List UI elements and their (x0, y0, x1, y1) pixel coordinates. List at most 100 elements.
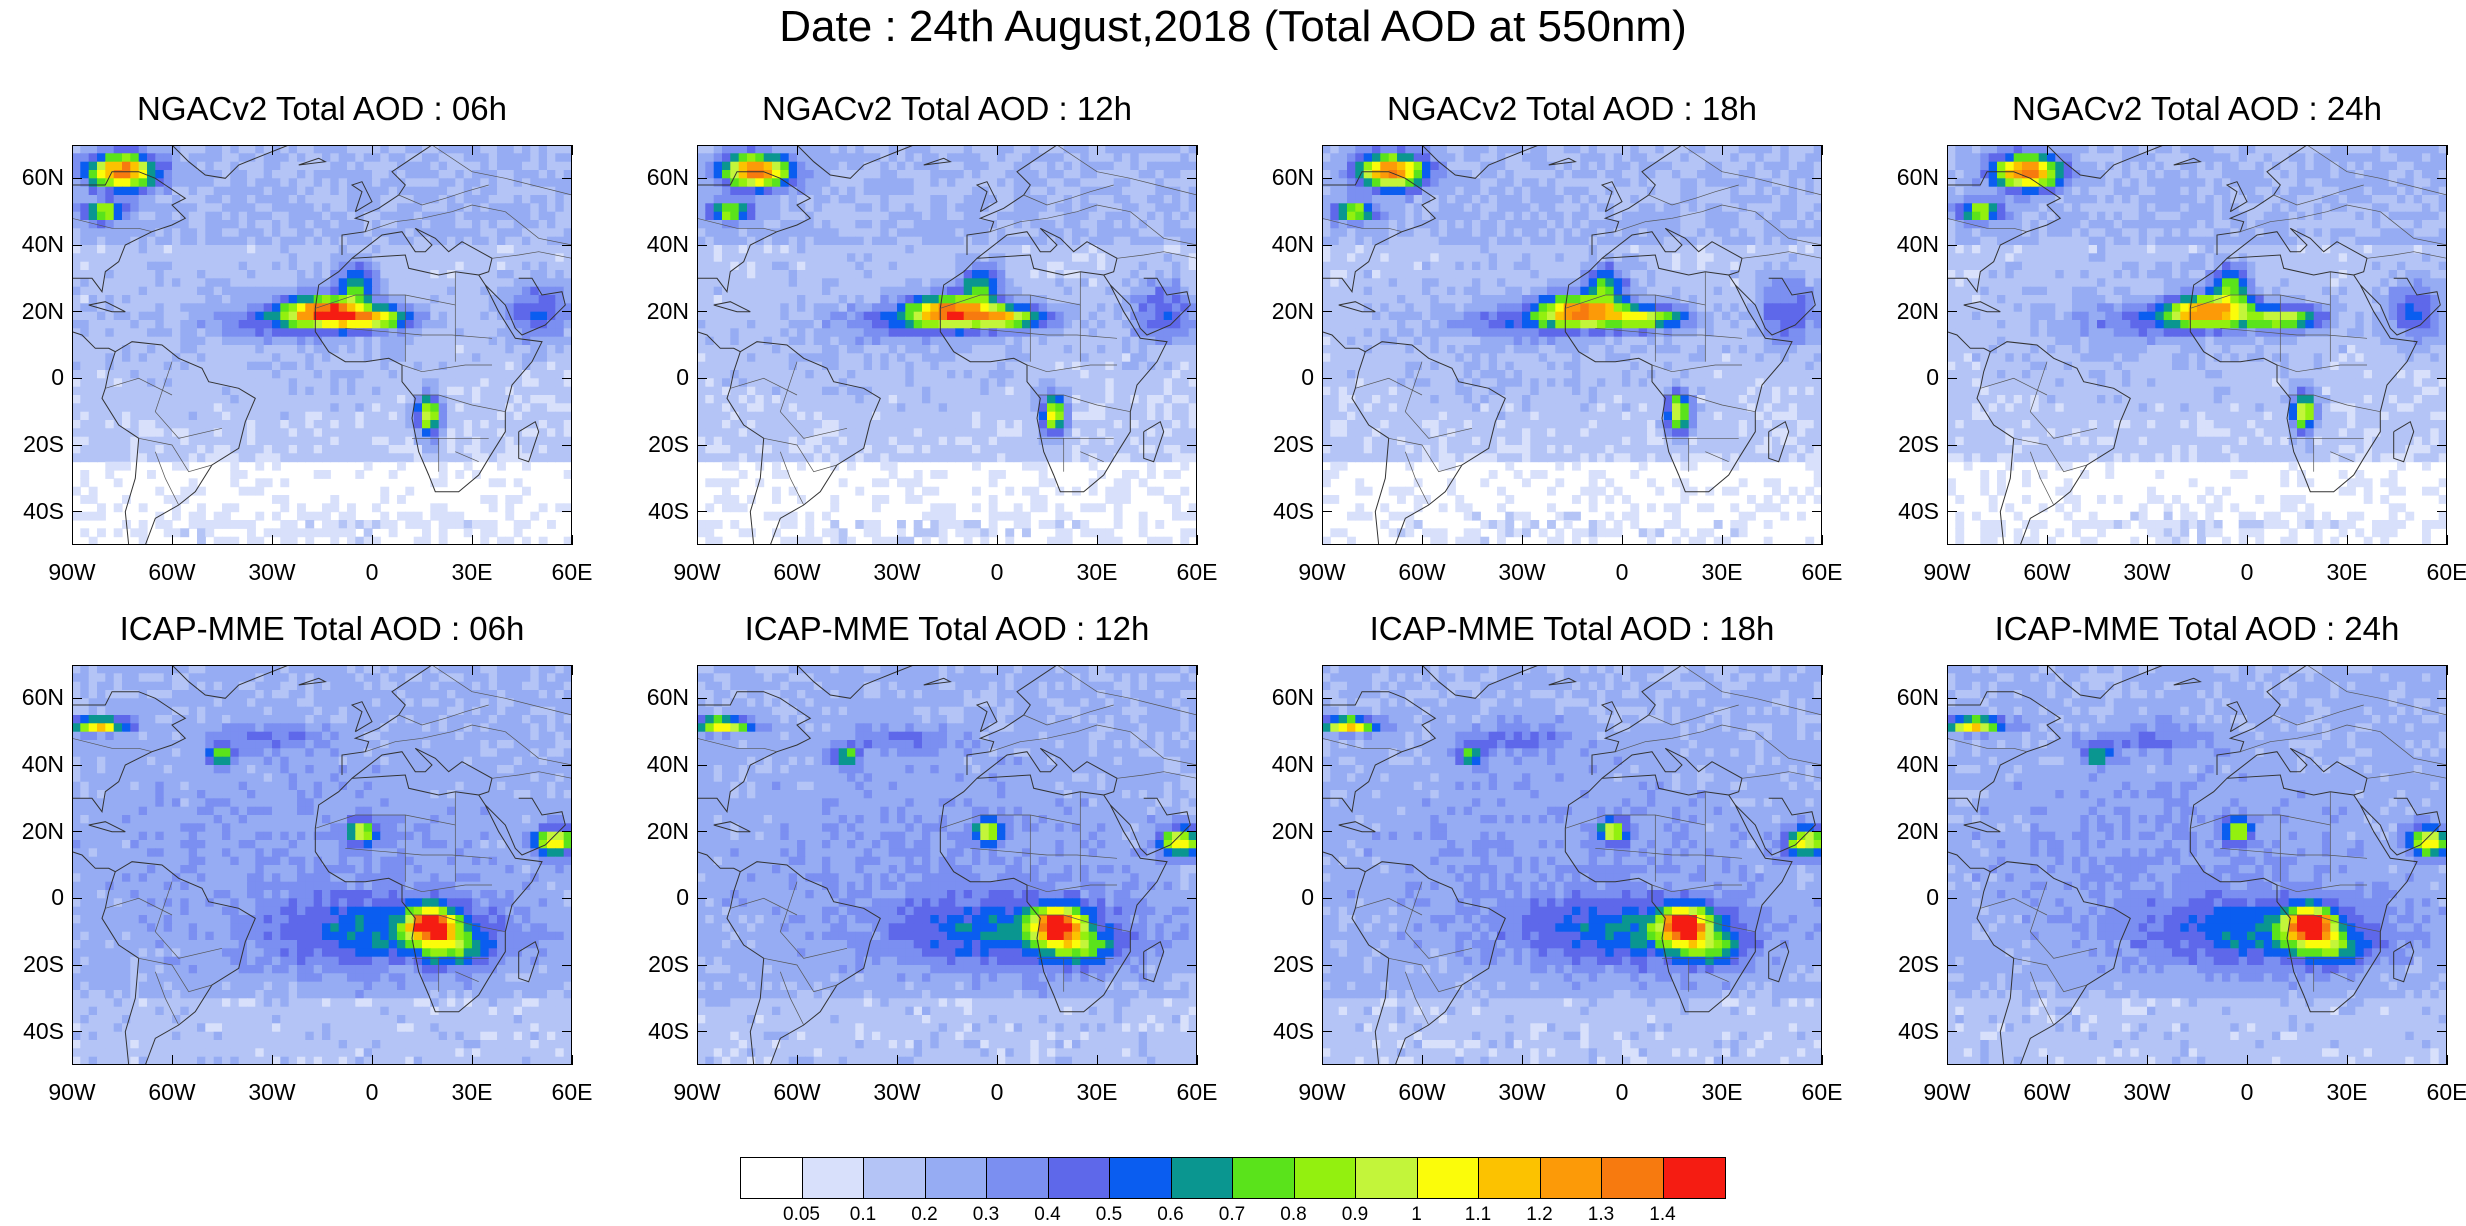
lon-tick (372, 535, 373, 545)
lon-tick (2047, 665, 2048, 675)
lon-tick (1822, 665, 1823, 675)
lat-tick (1322, 765, 1332, 766)
lat-label: 40N (1879, 231, 1939, 258)
lat-label: 20N (629, 818, 689, 845)
lon-tick (2147, 665, 2148, 675)
lon-label: 30E (1062, 1079, 1132, 1106)
lon-label: 60E (1162, 559, 1232, 586)
lon-label: 30W (1487, 559, 1557, 586)
aod-field-cells (1322, 145, 1822, 545)
lat-tick (1812, 898, 1822, 899)
panel-title: ICAP-MME Total AOD : 24h (1947, 610, 2447, 648)
lon-tick (2347, 535, 2348, 545)
lat-tick (2437, 511, 2447, 512)
lon-tick (697, 535, 698, 545)
lat-tick (697, 831, 707, 832)
lat-tick (562, 965, 572, 966)
lon-tick (272, 535, 273, 545)
lon-tick (1097, 665, 1098, 675)
lon-label: 60W (1387, 1079, 1457, 1106)
lon-tick (1322, 145, 1323, 155)
lon-label: 0 (962, 559, 1032, 586)
lon-label: 60E (2412, 559, 2466, 586)
lon-tick (897, 535, 898, 545)
lon-tick (472, 145, 473, 155)
colorbar-swatch (1049, 1158, 1111, 1198)
lat-label: 60N (629, 164, 689, 191)
lon-tick (1947, 145, 1948, 155)
lat-label: 40S (1879, 1018, 1939, 1045)
lat-tick (697, 311, 707, 312)
lat-label: 60N (629, 684, 689, 711)
lat-tick (1322, 965, 1332, 966)
lon-tick (2247, 535, 2248, 545)
lat-tick (697, 511, 707, 512)
lat-label: 40N (629, 751, 689, 778)
lat-tick (2437, 765, 2447, 766)
panel-title: NGACv2 Total AOD : 18h (1322, 90, 1822, 128)
lon-tick (1722, 1055, 1723, 1065)
lon-tick (472, 665, 473, 675)
lat-tick (1947, 965, 1957, 966)
lat-tick (1187, 178, 1197, 179)
lat-tick (1812, 445, 1822, 446)
lon-label: 60W (2012, 1079, 2082, 1106)
lon-tick (2347, 1055, 2348, 1065)
lat-tick (2437, 378, 2447, 379)
lat-tick (72, 898, 82, 899)
lat-label: 60N (1879, 164, 1939, 191)
lon-tick (997, 1055, 998, 1065)
lat-tick (1812, 765, 1822, 766)
lon-tick (1422, 535, 1423, 545)
lon-tick (2147, 1055, 2148, 1065)
aod-colorbar (740, 1157, 1726, 1199)
aod-field-cells (1947, 145, 2447, 545)
colorbar-label: 1.2 (1510, 1204, 1570, 1226)
aod-field-svg (72, 665, 572, 1065)
lon-tick (1322, 665, 1323, 675)
lat-tick (1187, 698, 1197, 699)
lon-tick (2447, 535, 2448, 545)
lat-tick (1322, 378, 1332, 379)
colorbar-swatch (1541, 1158, 1603, 1198)
lon-label: 0 (2212, 559, 2282, 586)
lon-tick (2047, 1055, 2048, 1065)
lat-tick (562, 311, 572, 312)
lon-label: 90W (662, 559, 732, 586)
figure-title: Date : 24th August,2018 (Total AOD at 55… (0, 2, 2466, 52)
aod-map (1322, 145, 1822, 545)
lon-tick (697, 665, 698, 675)
lat-tick (1812, 511, 1822, 512)
colorbar-label: 0.6 (1141, 1204, 1201, 1226)
lat-tick (1947, 698, 1957, 699)
lon-tick (1522, 665, 1523, 675)
lat-label: 0 (4, 364, 64, 391)
lat-label: 60N (4, 164, 64, 191)
lon-tick (1097, 145, 1098, 155)
lon-label: 60W (762, 559, 832, 586)
lat-tick (1322, 898, 1332, 899)
lon-tick (1322, 535, 1323, 545)
lon-label: 60W (2012, 559, 2082, 586)
colorbar-label: 0.5 (1079, 1204, 1139, 1226)
lon-tick (472, 535, 473, 545)
lat-tick (1812, 698, 1822, 699)
lon-label: 30E (1687, 559, 1757, 586)
lat-label: 20N (1879, 818, 1939, 845)
lon-tick (1422, 145, 1423, 155)
lon-tick (897, 1055, 898, 1065)
aod-field-cells (72, 145, 572, 545)
lat-tick (1322, 245, 1332, 246)
lon-tick (997, 535, 998, 545)
colorbar-swatch (803, 1158, 865, 1198)
lat-tick (2437, 1031, 2447, 1032)
lat-tick (1947, 765, 1957, 766)
lat-label: 60N (4, 684, 64, 711)
aod-field-cells (697, 665, 1197, 1065)
lat-tick (562, 511, 572, 512)
lon-label: 30W (1487, 1079, 1557, 1106)
lat-tick (1187, 511, 1197, 512)
lon-tick (1822, 1055, 1823, 1065)
